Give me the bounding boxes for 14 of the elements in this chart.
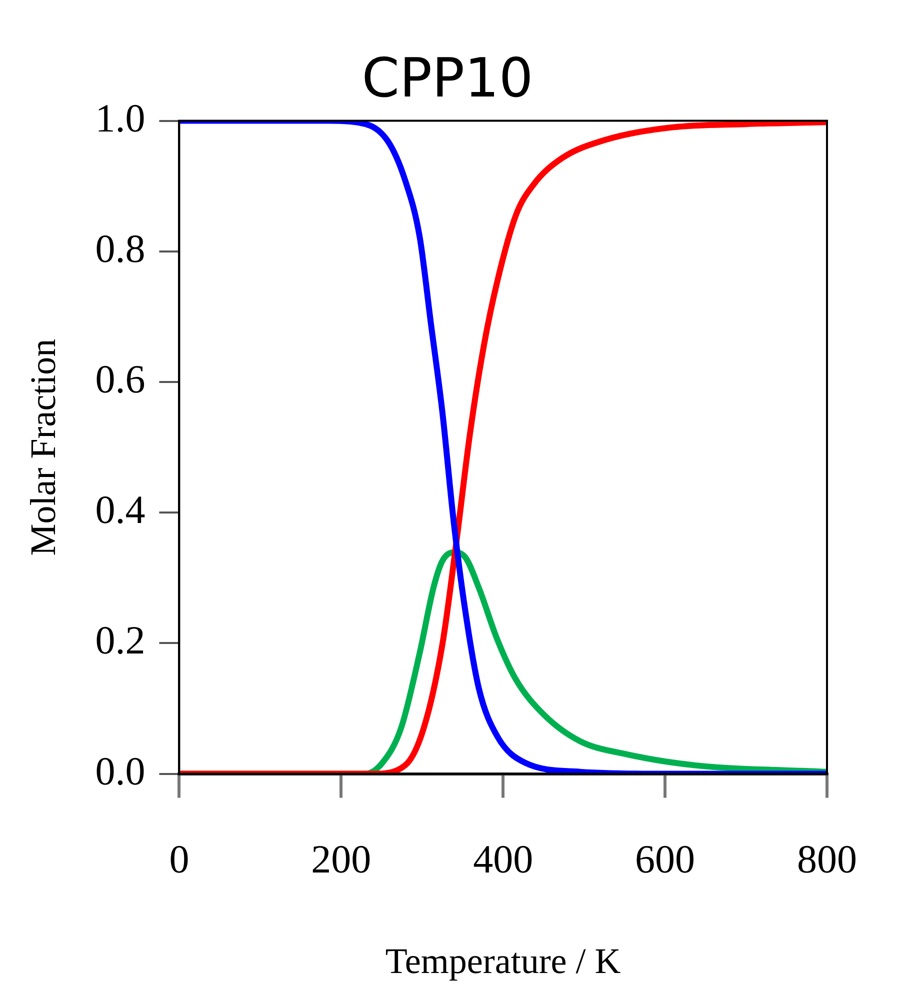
x-axis-title: Temperature / K <box>385 940 621 981</box>
y-tick-label: 0.4 <box>95 487 146 532</box>
y-tick-label: 0.2 <box>95 618 146 663</box>
y-tick-label: 0.0 <box>95 748 146 794</box>
chart-title: CPP10 <box>362 46 534 110</box>
y-tick-label: 0.8 <box>95 226 146 271</box>
x-tick-label: 800 <box>797 836 857 882</box>
x-tick-label: 400 <box>473 836 534 882</box>
x-tick-label: 600 <box>635 836 696 882</box>
x-tick-label: 0 <box>169 836 190 882</box>
y-axis-title: Molar Fraction <box>23 338 64 556</box>
y-tick-label: 1.0 <box>95 95 146 140</box>
x-tick-label: 200 <box>311 836 372 882</box>
y-tick-label: 0.6 <box>95 356 146 402</box>
